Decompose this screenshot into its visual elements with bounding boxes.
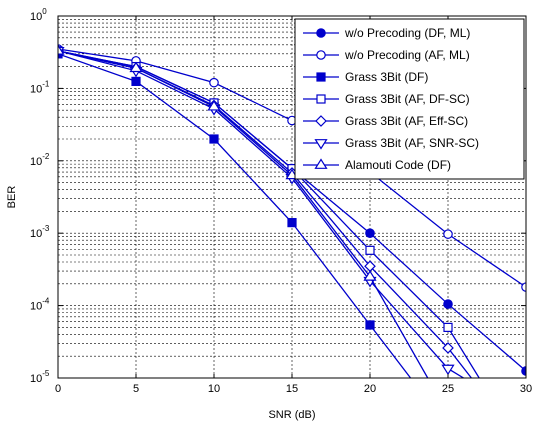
legend-label: Grass 3Bit (AF, Eff-SC) — [345, 114, 468, 128]
x-tick-label: 20 — [364, 383, 376, 395]
y-tick-label: 10-1 — [30, 79, 50, 95]
data-point — [443, 229, 453, 239]
legend-label: w/o Precoding (DF, ML) — [344, 26, 470, 40]
data-point — [287, 218, 297, 228]
data-point — [443, 322, 453, 332]
x-tick-label: 5 — [133, 383, 139, 395]
y-tick-label: 10-4 — [30, 297, 50, 313]
y-tick-label: 100 — [30, 7, 47, 23]
legend-label: Grass 3Bit (AF, SNR-SC) — [345, 136, 479, 150]
data-point — [365, 245, 375, 255]
data-point — [365, 320, 375, 330]
x-axis-label: SNR (dB) — [268, 409, 315, 421]
legend-label: Alamouti Code (DF) — [345, 158, 451, 172]
legend-marker — [316, 28, 326, 38]
data-point — [365, 228, 375, 238]
x-tick-labels: 0 5 10 15 20 25 30 — [55, 383, 532, 395]
legend-label: Grass 3Bit (AF, DF-SC) — [345, 92, 470, 106]
legend-item: Grass 3Bit (AF, Eff-SC) — [303, 114, 468, 128]
data-point — [443, 299, 453, 309]
x-tick-label: 0 — [55, 383, 61, 395]
x-tick-label: 15 — [286, 383, 298, 395]
data-point — [129, 61, 143, 73]
y-tick-label: 10-2 — [30, 152, 50, 168]
data-point — [209, 77, 219, 88]
legend: w/o Precoding (DF, ML) w/o Precoding (AF,… — [294, 18, 525, 180]
series-line — [58, 50, 429, 378]
x-tick-label: 30 — [520, 383, 532, 395]
x-tick-label: 25 — [442, 383, 454, 395]
data-point — [207, 99, 221, 111]
y-tick-label: 10-3 — [30, 224, 50, 240]
data-point — [442, 342, 454, 354]
legend-marker — [316, 94, 326, 104]
legend-item: Grass 3Bit (AF, DF-SC) — [303, 92, 470, 106]
data-point — [209, 134, 219, 144]
y-tick-label: 10-5 — [30, 369, 50, 385]
legend-marker — [315, 115, 327, 127]
legend-marker — [314, 158, 328, 169]
y-axis-label: BER — [6, 186, 18, 209]
legend-item: w/o Precoding (DF, ML) — [303, 26, 470, 40]
data-point — [58, 44, 65, 55]
legend-marker — [316, 50, 326, 60]
y-tick-labels: 100 10-1 10-2 10-3 10-4 10-5 — [30, 7, 50, 385]
data-point — [131, 76, 141, 86]
legend-item: Alamouti Code (DF) — [303, 158, 451, 172]
legend-marker — [316, 72, 326, 82]
legend-item: Grass 3Bit (DF) — [303, 70, 428, 84]
legend-item: w/o Precoding (AF, ML) — [303, 48, 470, 62]
legend-item: Grass 3Bit (AF, SNR-SC) — [303, 136, 479, 150]
legend-label: Grass 3Bit (DF) — [345, 70, 428, 84]
x-tick-label: 10 — [208, 383, 220, 395]
series-line — [58, 53, 412, 378]
data-point — [441, 364, 455, 376]
legend-marker — [314, 139, 328, 150]
data-point — [363, 270, 377, 281]
legend-label: w/o Precoding (AF, ML) — [344, 48, 470, 62]
